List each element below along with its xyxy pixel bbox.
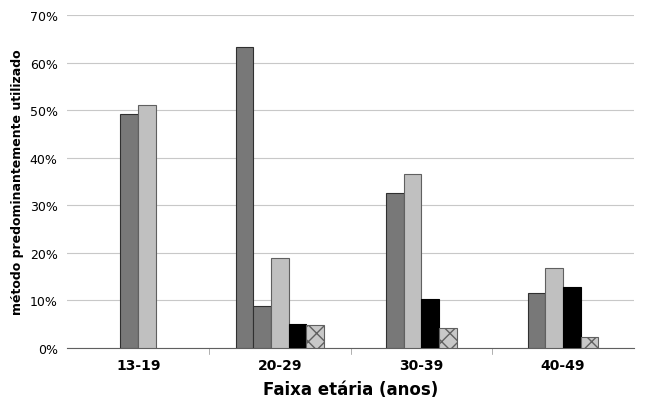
Bar: [580, 337, 599, 348]
Bar: [138, 106, 156, 348]
Bar: [235, 48, 253, 348]
Bar: [563, 287, 580, 348]
Bar: [253, 307, 271, 348]
Bar: [528, 293, 546, 348]
Bar: [121, 115, 138, 348]
Bar: [404, 175, 421, 348]
Bar: [386, 194, 404, 348]
Bar: [439, 328, 457, 348]
Bar: [421, 299, 439, 348]
Bar: [306, 325, 324, 348]
Bar: [289, 324, 306, 348]
Bar: [546, 268, 563, 348]
X-axis label: Faixa etária (anos): Faixa etária (anos): [263, 380, 438, 398]
Y-axis label: método predominantemente utilizado: método predominantemente utilizado: [11, 49, 24, 315]
Bar: [271, 259, 289, 348]
